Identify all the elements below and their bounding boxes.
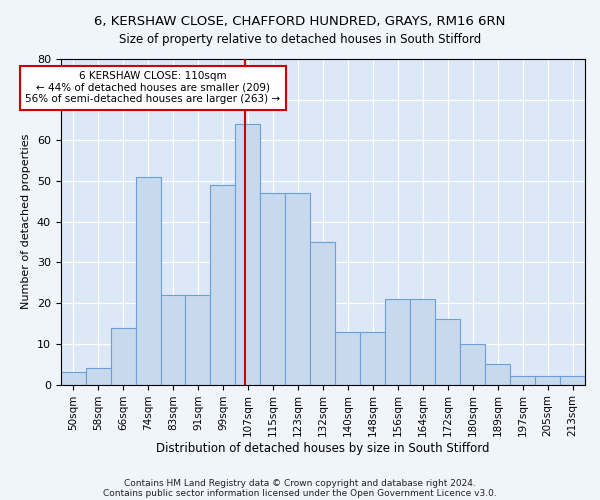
Bar [335, 332, 360, 384]
Text: 6, KERSHAW CLOSE, CHAFFORD HUNDRED, GRAYS, RM16 6RN: 6, KERSHAW CLOSE, CHAFFORD HUNDRED, GRAY… [94, 15, 506, 28]
Bar [510, 376, 535, 384]
Bar [136, 177, 161, 384]
Text: Contains HM Land Registry data © Crown copyright and database right 2024.: Contains HM Land Registry data © Crown c… [124, 478, 476, 488]
Bar [235, 124, 260, 384]
Bar [410, 299, 435, 384]
Bar [211, 185, 235, 384]
Bar [310, 242, 335, 384]
Text: Size of property relative to detached houses in South Stifford: Size of property relative to detached ho… [119, 32, 481, 46]
Bar [86, 368, 110, 384]
Bar [460, 344, 485, 385]
Bar [360, 332, 385, 384]
Bar [185, 295, 211, 384]
Bar [61, 372, 86, 384]
Text: Contains public sector information licensed under the Open Government Licence v3: Contains public sector information licen… [103, 488, 497, 498]
Bar [286, 194, 310, 384]
Bar [560, 376, 585, 384]
Bar [535, 376, 560, 384]
Text: 6 KERSHAW CLOSE: 110sqm
← 44% of detached houses are smaller (209)
56% of semi-d: 6 KERSHAW CLOSE: 110sqm ← 44% of detache… [25, 71, 281, 104]
Bar [161, 295, 185, 384]
Bar [485, 364, 510, 384]
Y-axis label: Number of detached properties: Number of detached properties [21, 134, 31, 310]
Bar [260, 194, 286, 384]
X-axis label: Distribution of detached houses by size in South Stifford: Distribution of detached houses by size … [156, 442, 490, 455]
Bar [110, 328, 136, 384]
Bar [435, 320, 460, 384]
Bar [385, 299, 410, 384]
